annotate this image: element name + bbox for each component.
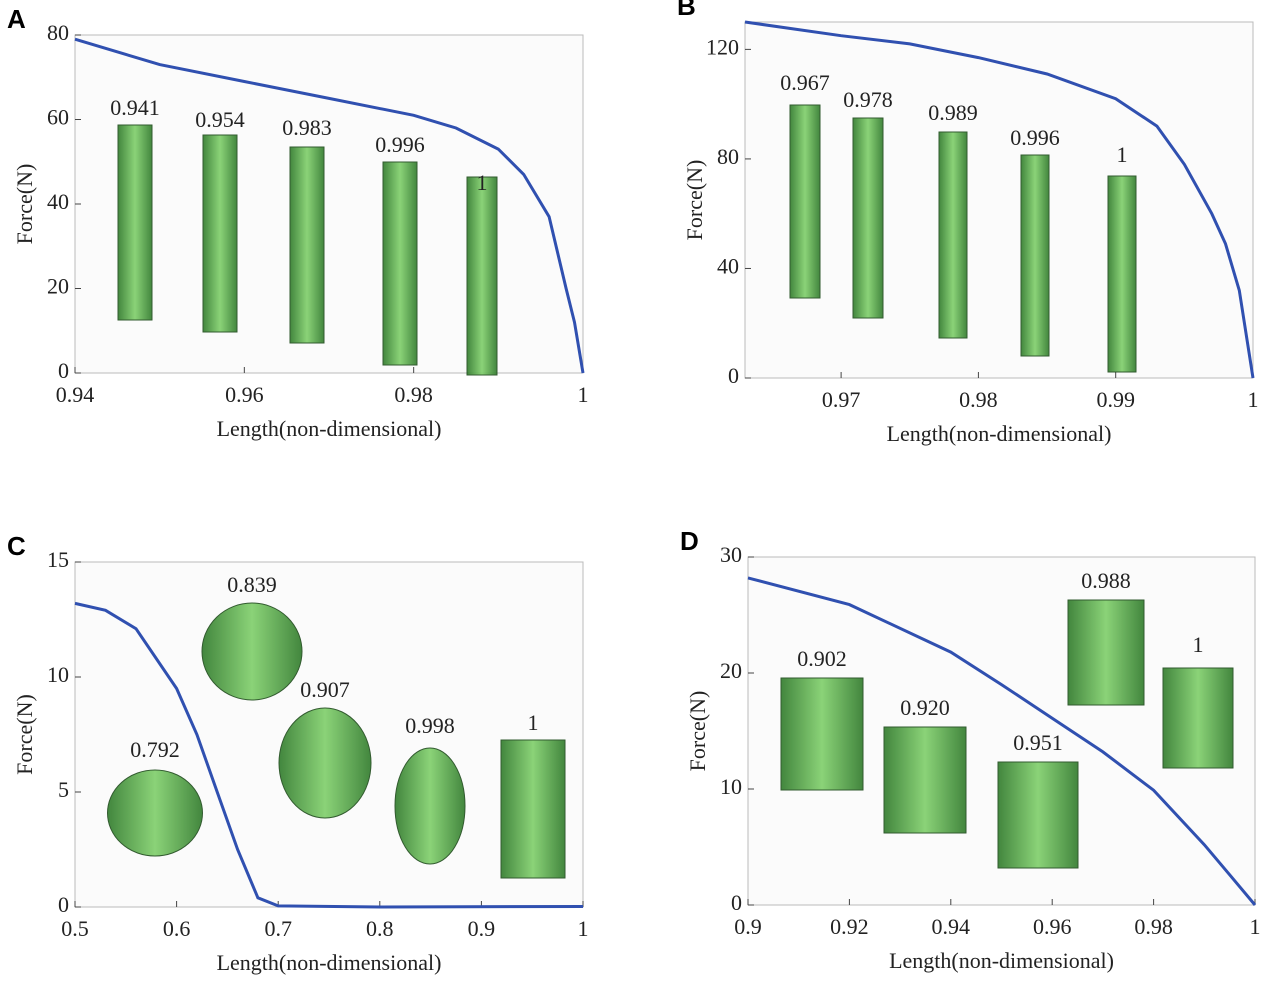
panel-label: B — [677, 0, 696, 21]
y-tick-label: 80 — [47, 20, 69, 45]
structure-icon — [500, 739, 566, 879]
y-tick-label: 0 — [728, 363, 739, 388]
structure-label: 0.967 — [780, 70, 830, 95]
structure-label: 0.998 — [405, 713, 455, 738]
structure-label: 1 — [1117, 142, 1128, 167]
plot-area — [744, 21, 1254, 379]
structure-label: 0.989 — [928, 100, 978, 125]
x-tick-label: 1 — [1248, 387, 1259, 412]
structure-label: 0.988 — [1081, 568, 1131, 593]
x-tick-label: 0.96 — [225, 382, 264, 407]
x-tick-label: 1 — [578, 916, 589, 941]
y-tick-label: 20 — [720, 658, 742, 683]
structure-label: 0.920 — [900, 695, 950, 720]
structure-label: 0.996 — [1010, 125, 1060, 150]
structure-icon — [789, 104, 821, 299]
y-tick-label: 0 — [58, 358, 69, 383]
structure-icon — [107, 769, 203, 857]
structure-icon — [201, 602, 303, 701]
structure-icon — [1162, 667, 1234, 769]
structure-icon — [466, 176, 498, 376]
structure-label: 0.951 — [1013, 730, 1063, 755]
x-tick-label: 0.7 — [264, 916, 292, 941]
plot-area — [74, 34, 584, 374]
structure-icon — [997, 761, 1079, 869]
structure-label: 0.983 — [282, 115, 332, 140]
structure-icon — [117, 124, 153, 321]
y-axis-label: Force(N) — [682, 160, 707, 241]
x-tick-label: 0.8 — [366, 916, 394, 941]
structure-icon — [1020, 154, 1050, 357]
x-axis-label: Length(non-dimensional) — [217, 950, 442, 975]
structure-icon — [883, 726, 967, 834]
y-tick-label: 80 — [717, 144, 739, 169]
x-tick-label: 0.99 — [1096, 387, 1135, 412]
structure-icon — [202, 134, 238, 333]
y-tick-label: 40 — [47, 189, 69, 214]
y-tick-label: 30 — [720, 542, 742, 567]
y-tick-label: 60 — [47, 105, 69, 130]
force-line — [74, 37, 585, 374]
structure-icon — [852, 117, 884, 319]
y-axis-label: Force(N) — [685, 691, 710, 772]
structure-icon — [382, 161, 418, 366]
x-tick-label: 0.98 — [959, 387, 998, 412]
panel-label: D — [680, 526, 699, 556]
x-tick-label: 0.6 — [163, 916, 191, 941]
y-tick-label: 10 — [47, 662, 69, 687]
x-tick-label: 0.94 — [932, 914, 971, 939]
structure-label: 0.954 — [195, 107, 245, 132]
x-tick-label: 0.94 — [56, 382, 95, 407]
y-axis-label: Force(N) — [12, 694, 37, 775]
structure-label: 0.902 — [797, 646, 847, 671]
panel-label: A — [7, 4, 26, 34]
structure-icon — [278, 707, 372, 819]
x-tick-label: 0.98 — [1134, 914, 1173, 939]
structure-label: 1 — [477, 170, 488, 195]
structure-icon — [394, 747, 466, 865]
force-line — [744, 20, 1255, 379]
y-tick-label: 0 — [58, 892, 69, 917]
x-tick-label: 0.98 — [394, 382, 433, 407]
x-axis-label: Length(non-dimensional) — [889, 948, 1114, 973]
force-line — [747, 576, 1257, 906]
structure-label: 1 — [528, 710, 539, 735]
panel-label: C — [7, 531, 26, 561]
structure-label: 0.996 — [375, 132, 425, 157]
x-tick-label: 0.9 — [734, 914, 762, 939]
x-tick-label: 1 — [578, 382, 589, 407]
x-tick-label: 0.92 — [830, 914, 869, 939]
structure-label: 1 — [1193, 632, 1204, 657]
structure-label: 0.978 — [843, 87, 893, 112]
y-axis-label: Force(N) — [12, 164, 37, 245]
x-tick-label: 0.96 — [1033, 914, 1072, 939]
structure-icon — [938, 131, 968, 339]
y-tick-label: 20 — [47, 274, 69, 299]
y-tick-label: 0 — [731, 890, 742, 915]
force-line — [74, 601, 584, 909]
structure-label: 0.839 — [227, 572, 277, 597]
y-tick-label: 40 — [717, 254, 739, 279]
structure-icon — [1067, 599, 1145, 706]
structure-icon — [289, 146, 325, 344]
y-tick-label: 10 — [720, 774, 742, 799]
structure-label: 0.941 — [110, 95, 160, 120]
structure-label: 0.907 — [300, 677, 350, 702]
structure-icon — [780, 677, 864, 791]
x-axis-label: Length(non-dimensional) — [217, 416, 442, 441]
x-tick-label: 1 — [1250, 914, 1261, 939]
x-tick-label: 0.97 — [822, 387, 861, 412]
x-tick-label: 0.5 — [61, 916, 89, 941]
x-tick-label: 0.9 — [468, 916, 496, 941]
structure-label: 0.792 — [130, 737, 180, 762]
x-axis-label: Length(non-dimensional) — [887, 421, 1112, 446]
y-tick-label: 15 — [47, 547, 69, 572]
y-tick-label: 5 — [58, 777, 69, 802]
structure-icon — [1107, 175, 1137, 373]
y-tick-label: 120 — [706, 34, 739, 59]
